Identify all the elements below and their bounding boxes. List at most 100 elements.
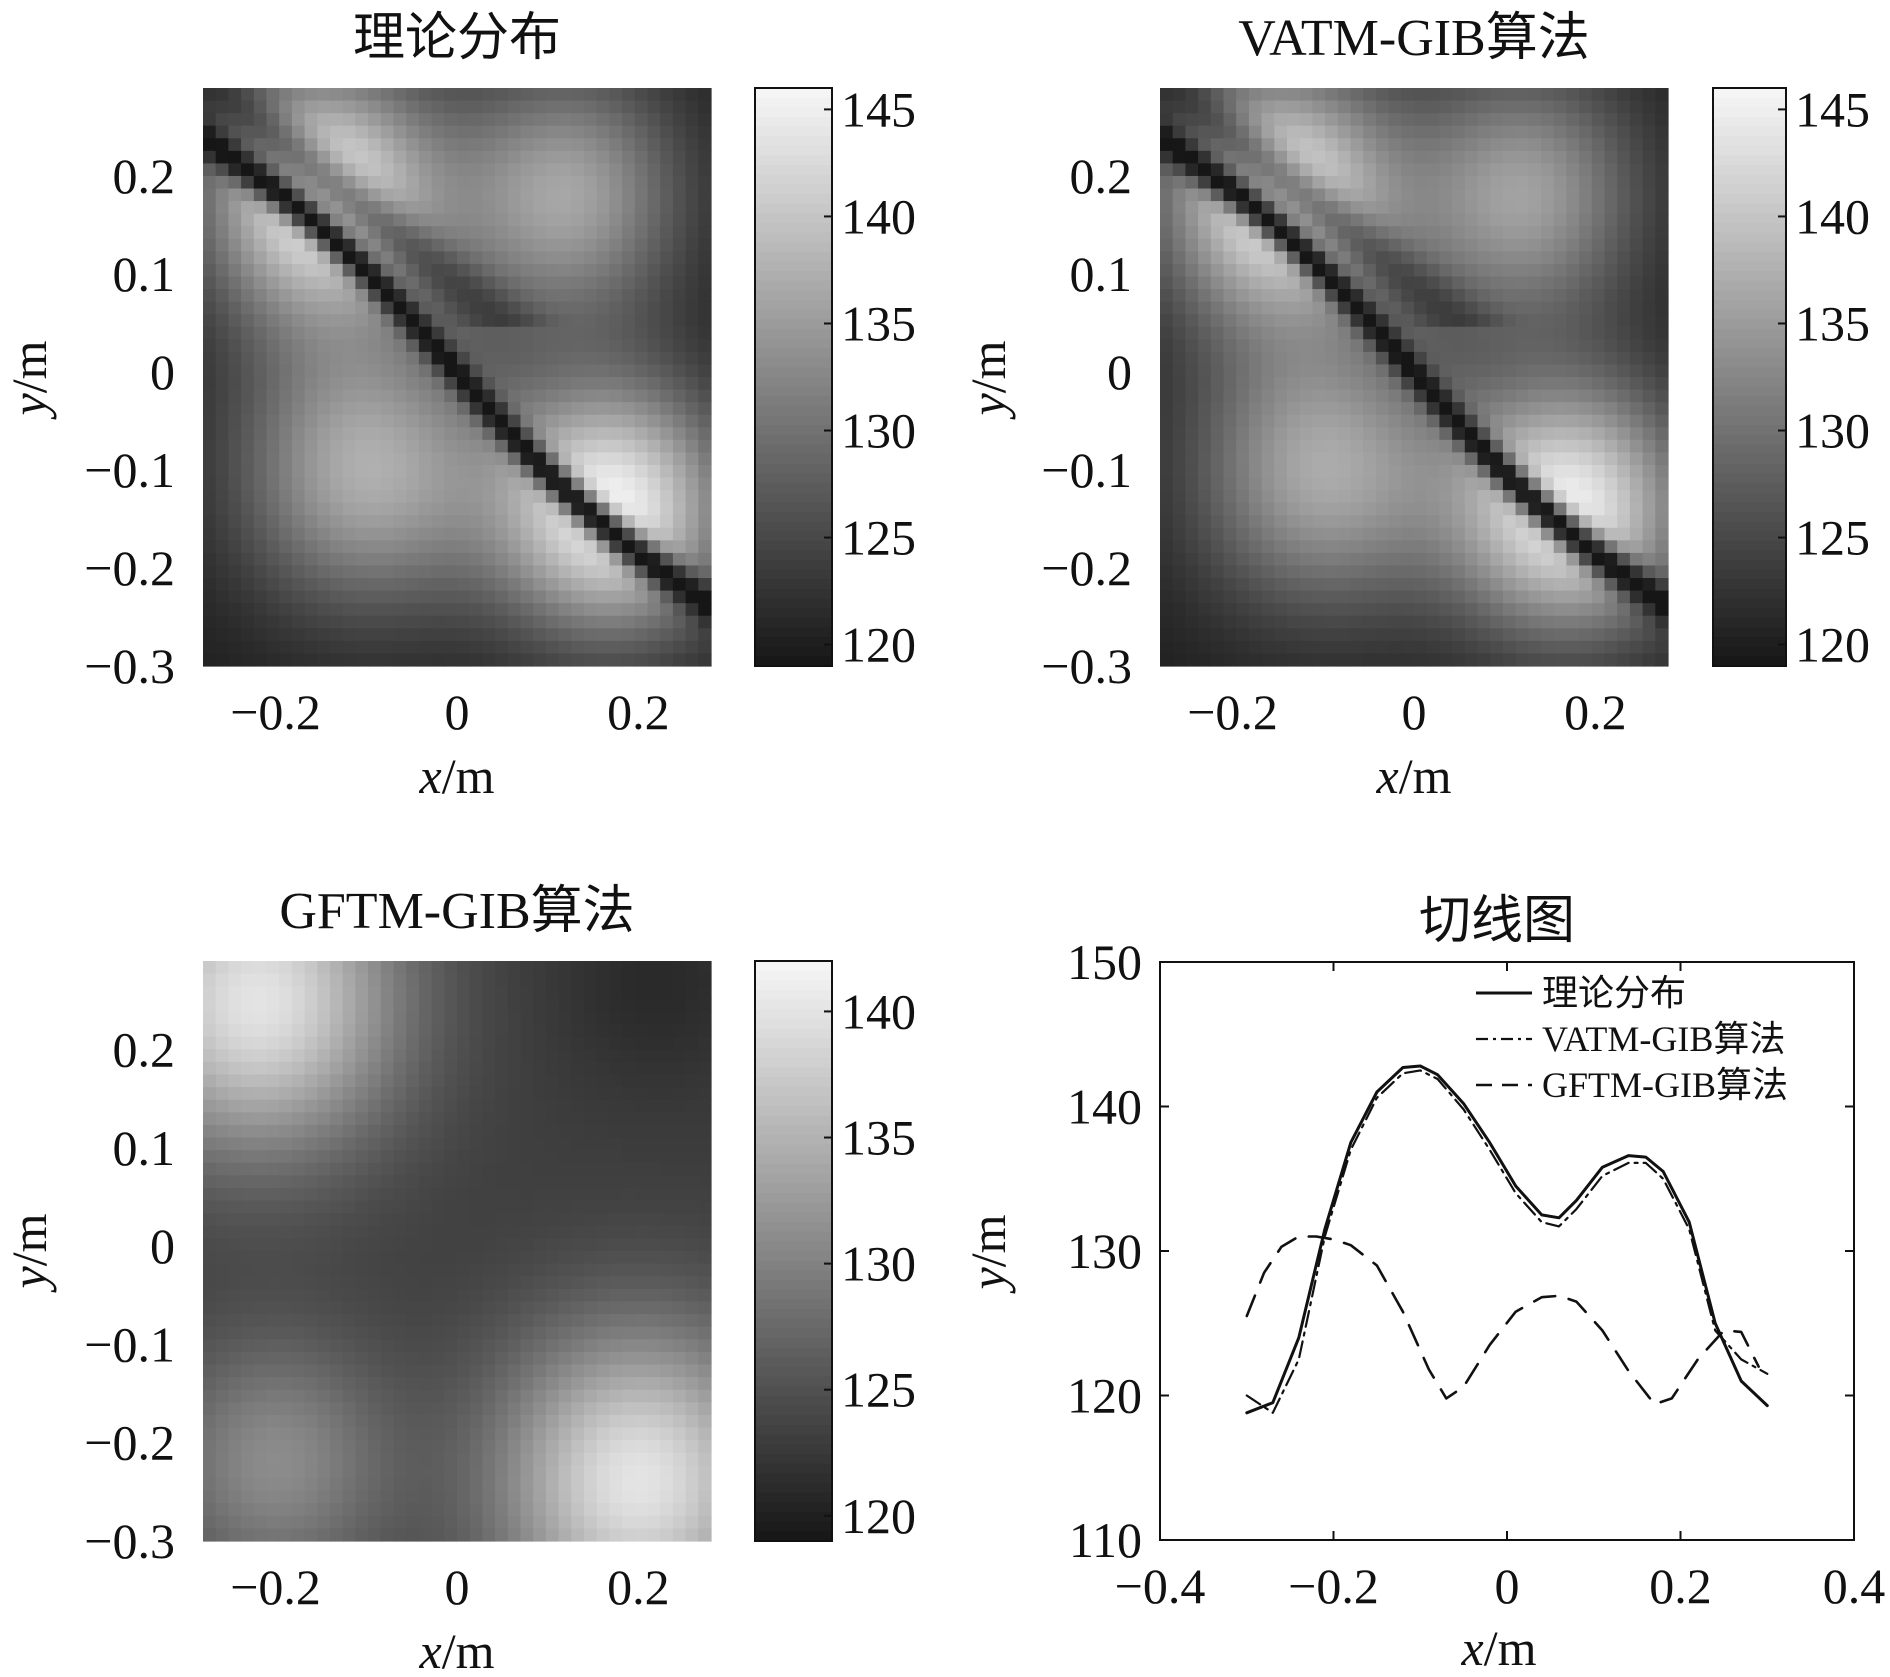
heatmap-cell <box>660 188 674 202</box>
heatmap-cell <box>1236 502 1250 516</box>
heatmap-cell <box>418 389 433 403</box>
heatmap-cell <box>1541 490 1555 504</box>
heatmap-cell <box>380 175 395 190</box>
heatmap-cell <box>634 163 649 177</box>
heatmap-cell <box>1502 263 1517 278</box>
heatmap-cell <box>1579 201 1593 215</box>
heatmap-cell <box>393 998 407 1013</box>
colorbar-swatch <box>1713 242 1786 253</box>
heatmap-cell <box>215 502 229 516</box>
heatmap-cell <box>558 238 572 252</box>
heatmap-cell <box>342 402 356 416</box>
heatmap-cell <box>1604 540 1618 554</box>
heatmap-cell <box>444 301 458 315</box>
heatmap-cell <box>1198 301 1212 315</box>
heatmap-cell <box>253 1112 268 1126</box>
heatmap-cell <box>1312 527 1326 541</box>
heatmap-cell <box>1642 515 1656 529</box>
heatmap-cell <box>304 961 318 975</box>
heatmap-cell <box>469 1440 483 1454</box>
heatmap-cell <box>266 88 280 102</box>
heatmap-cell <box>1312 238 1326 252</box>
heatmap-cell <box>507 1251 522 1265</box>
heatmap-cell <box>1198 314 1212 328</box>
heatmap-cell <box>253 986 268 1000</box>
heatmap-cell <box>406 226 420 240</box>
heatmap-cell <box>228 1490 242 1504</box>
heatmap-cell <box>1579 640 1593 655</box>
heatmap-cell <box>418 1465 433 1479</box>
heatmap-cell <box>1299 125 1313 139</box>
heatmap-cell <box>1160 175 1174 190</box>
heatmap-cell <box>241 1200 255 1214</box>
heatmap-cell <box>558 150 572 164</box>
heatmap-cell <box>330 339 344 353</box>
heatmap-cell <box>304 1099 318 1113</box>
heatmap-cell <box>1312 100 1326 114</box>
heatmap-cell <box>406 1225 420 1239</box>
heatmap-cell <box>393 389 407 403</box>
heatmap-cell <box>228 1112 242 1126</box>
heatmap-cell <box>228 1503 242 1517</box>
heatmap-cell <box>1172 389 1186 403</box>
heatmap-cell <box>1274 477 1288 491</box>
heatmap-cell <box>1299 188 1313 202</box>
heatmap-cell <box>1198 578 1212 592</box>
heatmap-cell <box>533 150 547 164</box>
heatmap-cell <box>203 552 217 567</box>
heatmap-cell <box>418 201 433 215</box>
heatmap-cell <box>368 1326 382 1340</box>
heatmap-cell <box>1464 565 1479 579</box>
heatmap-cell <box>1401 490 1415 504</box>
heatmap-cell <box>380 973 395 987</box>
heatmap-cell <box>1655 490 1669 504</box>
heatmap-cell <box>545 552 560 567</box>
heatmap-cell <box>368 289 382 303</box>
heatmap-cell <box>1172 188 1186 202</box>
heatmap-cell <box>698 653 712 667</box>
heatmap-cell <box>596 339 610 353</box>
heatmap-cell <box>1223 263 1237 278</box>
heatmap-cell <box>431 1213 445 1227</box>
heatmap-cell <box>469 377 483 391</box>
heatmap-cell <box>380 1389 395 1403</box>
heatmap-cell <box>1248 301 1263 315</box>
heatmap-cell <box>1401 150 1415 164</box>
y-tick-label: −0.3 <box>84 638 175 694</box>
heatmap-cell <box>545 213 560 227</box>
heatmap-cell <box>1236 251 1250 265</box>
heatmap-cell <box>1591 552 1606 567</box>
heatmap-cell <box>1655 188 1669 202</box>
heatmap-cell <box>1464 640 1479 655</box>
heatmap-cell <box>1287 339 1301 353</box>
heatmap-cell <box>533 414 547 428</box>
heatmap-cell <box>1502 100 1517 114</box>
heatmap-cell <box>1236 326 1250 340</box>
heatmap-cell <box>380 1213 395 1227</box>
heatmap-cell <box>1337 477 1352 491</box>
heatmap-cell <box>203 301 217 315</box>
heatmap-cell <box>1617 289 1631 303</box>
heatmap-cell <box>584 552 598 567</box>
heatmap-cell <box>368 464 382 479</box>
heatmap-cell <box>482 1137 496 1151</box>
heatmap-cell <box>482 339 496 353</box>
heatmap-cell <box>279 1024 293 1038</box>
heatmap-cell <box>469 1427 483 1441</box>
heatmap-cell <box>507 289 522 303</box>
heatmap-cell <box>469 1465 483 1479</box>
heatmap-cell <box>291 1503 306 1517</box>
heatmap-cell <box>1223 464 1237 479</box>
heatmap-cell <box>355 1213 369 1227</box>
heatmap-cell <box>1490 615 1504 629</box>
heatmap-cell <box>444 1150 458 1164</box>
heatmap-cell <box>368 1427 382 1441</box>
heatmap-cell <box>596 628 610 642</box>
heatmap-cell <box>342 1087 356 1101</box>
heatmap-cell <box>1439 289 1453 303</box>
heatmap-cell <box>1604 289 1618 303</box>
heatmap-cell <box>444 402 458 416</box>
heatmap-cell <box>317 1099 331 1113</box>
heatmap-cell <box>253 238 268 252</box>
heatmap-cell <box>533 213 547 227</box>
